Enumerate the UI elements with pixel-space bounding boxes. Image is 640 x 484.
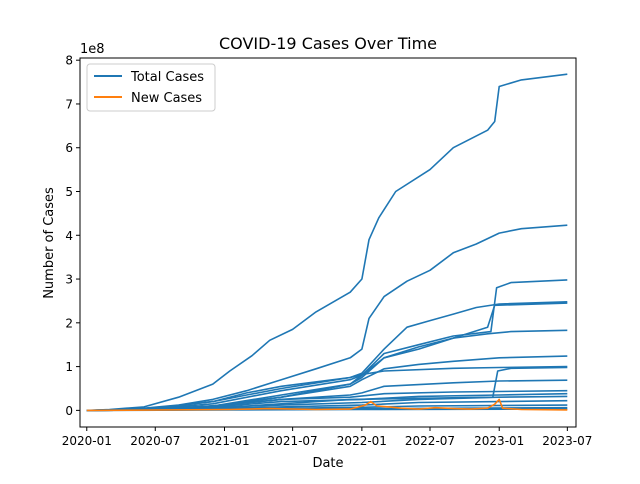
- y-axis-ticks: 0 1 2 3 4 5 6 7 8: [65, 54, 80, 418]
- x-tick-label: 2020-01: [62, 434, 112, 448]
- y-tick-label: 6: [65, 141, 73, 155]
- total-cases-line-1: [86, 73, 568, 412]
- x-tick-label: 2023-07: [542, 434, 592, 448]
- x-tick-label: 2021-01: [199, 434, 249, 448]
- y-tick-label: 2: [65, 316, 73, 330]
- y-tick-label: 5: [65, 185, 73, 199]
- y-tick-label: 8: [65, 54, 73, 68]
- y-axis-offset-label: 1e8: [80, 42, 105, 57]
- x-tick-label: 2022-01: [337, 434, 387, 448]
- y-tick-label: 0: [65, 404, 73, 418]
- chart-title: COVID-19 Cases Over Time: [219, 34, 437, 53]
- total-cases-line-5: [86, 302, 568, 412]
- new-cases-line: [86, 398, 568, 412]
- plot-lines: [86, 73, 568, 412]
- y-axis-label: Number of Cases: [42, 187, 57, 299]
- x-axis-label: Date: [312, 456, 343, 471]
- total-cases-line-8: [86, 365, 568, 412]
- y-tick-label: 7: [65, 97, 73, 111]
- x-tick-label: 2020-07: [130, 434, 180, 448]
- x-tick-label: 2021-07: [268, 434, 318, 448]
- plot-frame: [79, 57, 577, 428]
- legend-new-label: New Cases: [131, 91, 202, 106]
- legend: Total Cases New Cases: [86, 63, 216, 112]
- x-tick-label: 2023-01: [474, 434, 524, 448]
- y-tick-label: 3: [65, 273, 73, 287]
- y-tick-label: 1: [65, 360, 73, 374]
- x-tick-label: 2022-07: [405, 434, 455, 448]
- legend-total-label: Total Cases: [130, 70, 204, 85]
- y-tick-label: 4: [65, 229, 73, 243]
- x-axis-ticks: 2020-01 2020-07 2021-01 2021-07 2022-01 2022-…: [62, 427, 592, 448]
